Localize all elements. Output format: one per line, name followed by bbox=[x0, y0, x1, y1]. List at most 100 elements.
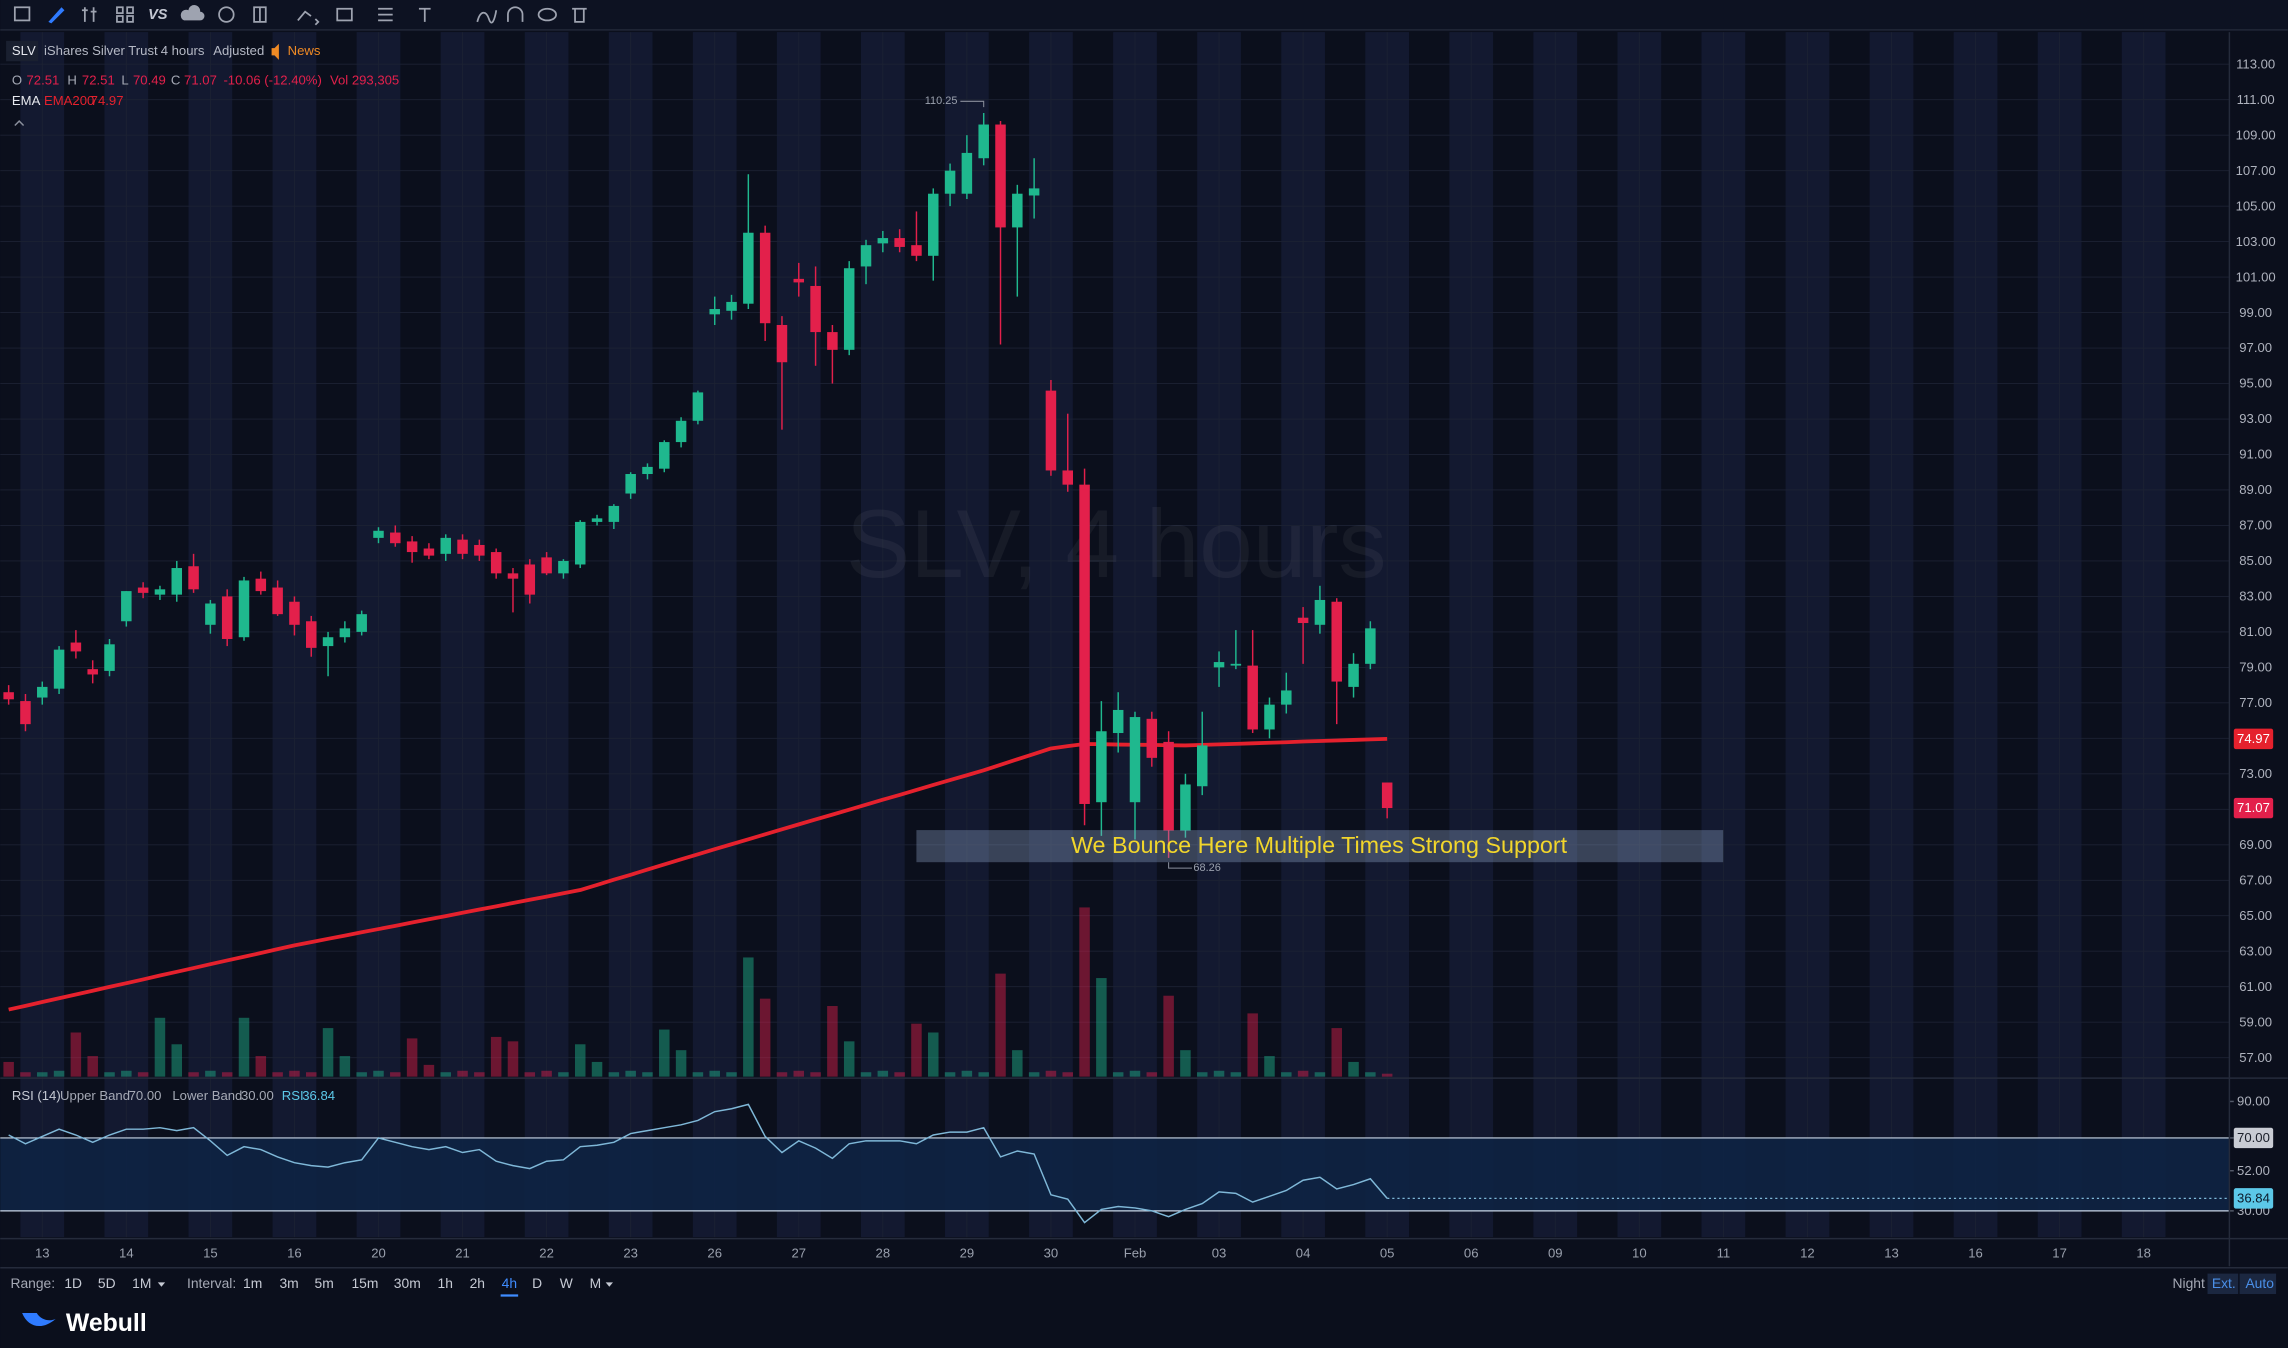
tab-interval[interactable]: 4 hours bbox=[161, 43, 205, 58]
x-tick-label: 22 bbox=[539, 1245, 554, 1260]
volume-bar bbox=[1028, 1072, 1040, 1077]
interval-option[interactable]: M bbox=[590, 1275, 602, 1291]
annotation-box[interactable] bbox=[916, 830, 1724, 863]
x-tick-label: 26 bbox=[707, 1245, 722, 1260]
candle-body bbox=[1129, 717, 1141, 803]
grid bbox=[0, 32, 2230, 1238]
icon-compare[interactable]: VS bbox=[148, 7, 168, 23]
icon-eye[interactable] bbox=[537, 7, 557, 22]
y-tick-label: 59.00 bbox=[2239, 1014, 2272, 1029]
volume-bar bbox=[255, 1056, 267, 1077]
volume-bar bbox=[1012, 1050, 1023, 1077]
interval-label: Interval: bbox=[187, 1275, 236, 1291]
x-tick-label: 06 bbox=[1464, 1245, 1479, 1260]
volume-bar bbox=[1281, 1072, 1292, 1077]
candle-body bbox=[911, 245, 922, 256]
rsi-lower-label: Lower Band bbox=[172, 1088, 242, 1103]
candle-body bbox=[776, 324, 788, 363]
interval-option[interactable]: W bbox=[560, 1275, 574, 1291]
x-tick-label: 12 bbox=[1800, 1245, 1815, 1260]
icon-fib[interactable] bbox=[378, 7, 393, 22]
candle-body bbox=[793, 278, 805, 283]
volume-bar bbox=[70, 1032, 82, 1077]
tab-news[interactable]: News bbox=[288, 43, 321, 58]
volume-bar bbox=[440, 1072, 451, 1077]
x-tick-label: 27 bbox=[791, 1245, 806, 1260]
icon-draw[interactable] bbox=[48, 7, 65, 24]
interval-option[interactable]: 2h bbox=[470, 1275, 485, 1291]
tab-adjusted[interactable]: Adjusted bbox=[213, 43, 264, 58]
legend-ema-value: 74.97 bbox=[91, 93, 124, 108]
x-tick-label: 14 bbox=[119, 1245, 134, 1260]
icon-candles[interactable] bbox=[81, 7, 97, 22]
interval-option[interactable]: 1m bbox=[243, 1275, 262, 1291]
legend-vol-label: Vol bbox=[330, 72, 348, 87]
icon-chart[interactable] bbox=[13, 6, 31, 22]
icon-layout[interactable] bbox=[116, 6, 134, 23]
icon-brush[interactable] bbox=[476, 10, 498, 24]
interval-option[interactable]: 30m bbox=[394, 1275, 421, 1291]
y-tick-label: 61.00 bbox=[2239, 979, 2272, 994]
volume-bar bbox=[1146, 1072, 1158, 1077]
y-tick-label: 91.00 bbox=[2239, 447, 2272, 462]
icon-text[interactable] bbox=[418, 7, 431, 22]
x-tick-label: 28 bbox=[876, 1245, 891, 1260]
candle-body bbox=[171, 568, 183, 595]
tab-symbol[interactable]: SLV bbox=[12, 43, 36, 58]
bottom-bar: Range: Night Ext. Auto 1D 5D 1M Interval: 1m… bbox=[10, 1273, 2277, 1297]
range-option[interactable]: 5D bbox=[98, 1275, 116, 1291]
candle-body bbox=[205, 603, 216, 625]
interval-option[interactable]: 3m bbox=[279, 1275, 298, 1291]
collapse-caret[interactable] bbox=[14, 120, 25, 126]
candle-body bbox=[1381, 782, 1393, 809]
candle-body bbox=[1230, 663, 1242, 666]
icon-trash[interactable] bbox=[572, 7, 587, 23]
volume-bar bbox=[339, 1056, 351, 1077]
interval-option[interactable]: 5m bbox=[314, 1275, 333, 1291]
y-tick-label: 111.00 bbox=[2237, 92, 2275, 107]
tab-name[interactable]: iShares Silver Trust bbox=[44, 43, 158, 58]
rsi-tick-label: 70.00 bbox=[2237, 1130, 2270, 1145]
session-night[interactable]: Night bbox=[2173, 1275, 2205, 1291]
icon-panel[interactable] bbox=[253, 6, 267, 23]
candle-body bbox=[1096, 731, 1107, 803]
y-tick-label: 69.00 bbox=[2239, 837, 2272, 852]
x-tick-label: 10 bbox=[1632, 1245, 1647, 1260]
annotation-text[interactable]: We Bounce Here Multiple Times Strong Sup… bbox=[1071, 832, 1568, 858]
candle-body bbox=[1163, 741, 1174, 831]
interval-option[interactable]: 1h bbox=[437, 1275, 452, 1291]
y-tick-label: 63.00 bbox=[2239, 943, 2272, 958]
x-tick-label: 09 bbox=[1548, 1245, 1563, 1260]
news-icon bbox=[271, 43, 279, 60]
icon-cloud[interactable] bbox=[180, 5, 205, 21]
candle-body bbox=[104, 644, 115, 671]
icon-shapes[interactable] bbox=[336, 7, 353, 22]
volume-bar bbox=[944, 1072, 956, 1077]
icon-line-tools[interactable] bbox=[297, 10, 320, 26]
candle-body bbox=[574, 521, 586, 565]
range-option[interactable]: 1D bbox=[64, 1275, 82, 1291]
range-option[interactable]: 1M bbox=[132, 1275, 151, 1291]
rsi-upper-value: 70.00 bbox=[129, 1088, 162, 1103]
interval-option[interactable]: 4h bbox=[502, 1275, 517, 1291]
volume-bar bbox=[104, 1072, 115, 1077]
volume-bar bbox=[692, 1072, 704, 1077]
ema bbox=[8, 736, 1388, 1012]
session-ext[interactable]: Ext. bbox=[2212, 1275, 2236, 1291]
rsi-label: RSI bbox=[282, 1088, 304, 1103]
volume-bar bbox=[457, 1070, 468, 1077]
interval-option[interactable]: 15m bbox=[351, 1275, 378, 1291]
interval-option[interactable]: D bbox=[532, 1275, 542, 1291]
volume-bar bbox=[356, 1072, 367, 1077]
candle-body bbox=[877, 238, 889, 244]
x-tick-label: 04 bbox=[1296, 1245, 1311, 1260]
volume-bar bbox=[137, 1072, 149, 1077]
candle-body bbox=[1213, 662, 1225, 668]
icon-target[interactable] bbox=[218, 6, 235, 23]
volume-bar bbox=[1264, 1056, 1275, 1077]
icon-magnet[interactable] bbox=[507, 6, 524, 22]
session-auto[interactable]: Auto bbox=[2245, 1275, 2274, 1291]
candle-body bbox=[944, 170, 956, 194]
volume-bar bbox=[390, 1072, 401, 1077]
legend-open: 72.51 bbox=[27, 72, 60, 87]
